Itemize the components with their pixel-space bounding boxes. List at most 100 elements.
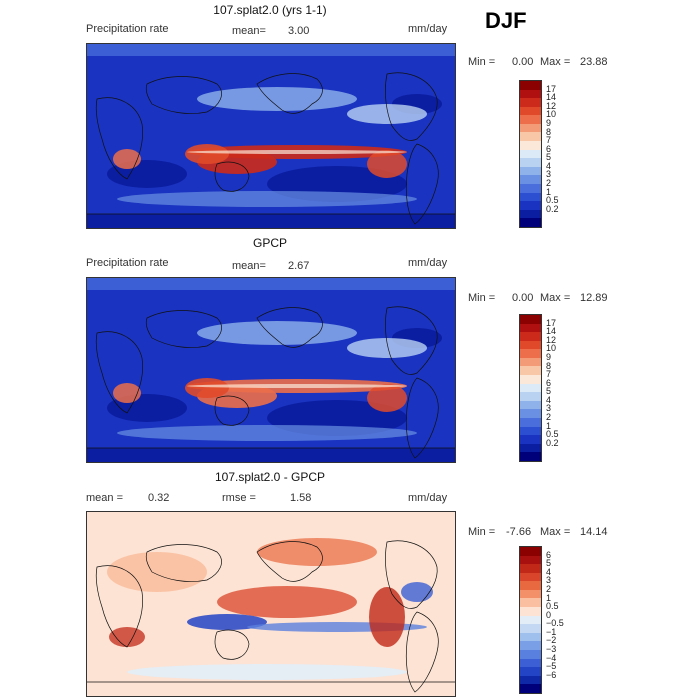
colorbar-tick-label: 4 <box>546 160 552 171</box>
colorbar-segment <box>520 641 541 650</box>
colorbar-segment <box>520 589 541 599</box>
colorbar-segment <box>520 89 541 99</box>
colorbar-tick-label: 4 <box>546 566 552 577</box>
colorbar-segment <box>520 452 541 461</box>
panel-1-colorbar <box>519 80 542 228</box>
colorbar-segment <box>520 323 541 333</box>
panel-3-rmse-label: rmse = <box>222 492 256 504</box>
colorbar-tick-label: 12 <box>546 100 557 111</box>
colorbar-segment <box>520 607 541 616</box>
colorbar-segment <box>520 624 541 633</box>
panel-3-max-value: 14.14 <box>580 526 608 538</box>
panel-2-colorbar <box>519 314 542 462</box>
colorbar-segment <box>520 132 541 142</box>
colorbar-tick-label: 14 <box>546 326 557 337</box>
colorbar-tick-label: 5 <box>546 152 552 163</box>
colorbar-tick-label: −2 <box>546 635 557 646</box>
colorbar-tick-label: 1 <box>546 420 552 431</box>
colorbar-tick-label: 5 <box>546 558 552 569</box>
panel-2-max-value: 12.89 <box>580 292 608 304</box>
season-label: DJF <box>485 8 527 33</box>
colorbar-segment <box>520 581 541 590</box>
panel-3-mean-label: mean = <box>86 492 123 504</box>
panel-1-units: mm/day <box>408 23 448 35</box>
colorbar-segment <box>520 166 541 176</box>
panel-3-max-label: Max = <box>540 526 571 538</box>
colorbar-segment <box>520 349 541 358</box>
panel-1-min-value: 0.00 <box>512 56 534 68</box>
colorbar-tick-label: 0.5 <box>546 429 559 440</box>
panel-3-units: mm/day <box>408 492 448 504</box>
colorbar-segment <box>520 175 541 184</box>
colorbar-segment <box>520 598 541 608</box>
colorbar-segment <box>520 632 541 642</box>
colorbar-tick-label: 7 <box>546 369 552 380</box>
colorbar-tick-label: −6 <box>546 669 557 680</box>
colorbar-segment <box>520 658 541 668</box>
panel-2-mean-value: 2.67 <box>288 260 310 272</box>
colorbar-tick-label: −1 <box>546 626 557 637</box>
colorbar-tick-label: 12 <box>546 334 557 345</box>
colorbar-segment <box>520 649 541 659</box>
panel-1-mean-label: mean= <box>232 25 266 37</box>
panel-2-min-label: Min = <box>468 292 496 304</box>
colorbar-tick-label: 0 <box>546 609 552 620</box>
panel-1-variable: Precipitation rate <box>86 23 169 35</box>
colorbar-segment <box>520 443 541 453</box>
colorbar-tick-label: 0.5 <box>546 601 559 612</box>
panel-3-title: 107.splat2.0 - GPCP <box>214 470 326 484</box>
colorbar-segment <box>520 201 541 210</box>
colorbar-tick-label: −3 <box>546 644 557 655</box>
panel-2-max-label: Max = <box>540 292 571 304</box>
colorbar-segment <box>520 332 541 341</box>
colorbar-tick-label: 3 <box>546 575 552 586</box>
colorbar-segment <box>520 392 541 401</box>
panel-1-max-label: Max = <box>540 56 571 68</box>
colorbar-segment <box>520 667 541 676</box>
colorbar-segment <box>520 684 541 693</box>
panel-1-min-label: Min = <box>468 56 496 68</box>
colorbar-segment <box>520 141 541 150</box>
colorbar-segment <box>520 115 541 124</box>
colorbar-tick-label: 0.2 <box>546 437 559 448</box>
panel-3-mean-value: 0.32 <box>148 492 170 504</box>
colorbar-tick-label: −4 <box>546 652 557 663</box>
panel-1-title: 107.splat2.0 (yrs 1-1) <box>213 3 327 17</box>
panel-2-map <box>86 277 456 463</box>
colorbar-tick-label: 17 <box>546 317 557 328</box>
colorbar-segment <box>520 98 541 107</box>
colorbar-segment <box>520 106 541 116</box>
colorbar-segment <box>520 547 541 556</box>
colorbar-tick-label: 6 <box>546 377 552 388</box>
colorbar-segment <box>520 435 541 444</box>
colorbar-tick-label: 2 <box>546 583 552 594</box>
colorbar-tick-label: 3 <box>546 169 552 180</box>
colorbar-segment <box>520 357 541 367</box>
colorbar-tick-label: 0.2 <box>546 203 559 214</box>
colorbar-tick-label: 1 <box>546 186 552 197</box>
panel-2-variable: Precipitation rate <box>86 257 169 269</box>
colorbar-tick-label: 8 <box>546 360 552 371</box>
colorbar-tick-label: 0.5 <box>546 195 559 206</box>
panel-2-units: mm/day <box>408 257 448 269</box>
panel-1-mean-value: 3.00 <box>288 25 310 37</box>
colorbar-tick-label: 14 <box>546 92 557 103</box>
panel-3-map <box>86 511 456 697</box>
panel-3-colorbar <box>519 546 542 694</box>
colorbar-segment <box>520 218 541 227</box>
panel-1-max-value: 23.88 <box>580 56 608 68</box>
panel-3-min-label: Min = <box>468 526 496 538</box>
colorbar-segment <box>520 149 541 159</box>
colorbar-segment <box>520 366 541 376</box>
panel-3-min-value: -7.66 <box>506 526 532 538</box>
colorbar-tick-label: 2 <box>546 412 552 423</box>
colorbar-tick-label: −5 <box>546 661 557 672</box>
colorbar-tick-label: 5 <box>546 386 552 397</box>
colorbar-segment <box>520 675 541 685</box>
colorbar-tick-label: 9 <box>546 351 552 362</box>
colorbar-segment <box>520 555 541 565</box>
colorbar-segment <box>520 383 541 393</box>
colorbar-segment <box>520 417 541 427</box>
colorbar-segment <box>520 564 541 573</box>
colorbar-tick-label: 3 <box>546 403 552 414</box>
